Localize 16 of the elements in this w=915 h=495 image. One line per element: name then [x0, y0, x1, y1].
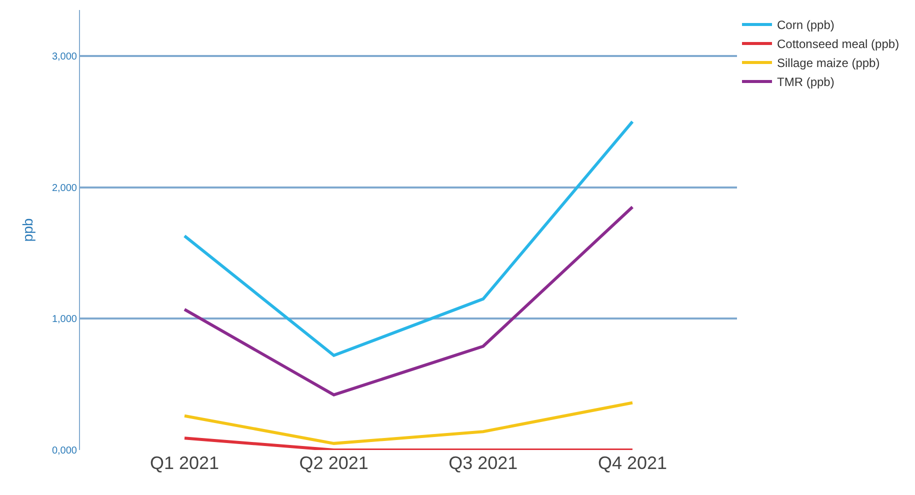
y-axis-title: ppb — [20, 218, 36, 242]
x-tick-label: Q1 2021 — [150, 453, 220, 473]
y-tick-label: 3,000 — [52, 51, 78, 62]
y-tick-label: 0,000 — [52, 446, 78, 456]
x-tick-label: Q4 2021 — [598, 453, 668, 473]
line-series — [183, 120, 634, 357]
legend-label: Sillage maize (ppb) — [777, 56, 880, 70]
legend-label: TMR (ppb) — [777, 75, 834, 90]
y-tick-label: 1,000 — [52, 314, 78, 326]
line-series — [183, 401, 634, 445]
x-tick-label: Q2 2021 — [299, 453, 368, 473]
line-series — [183, 206, 634, 396]
y-tick-label: 2,000 — [52, 182, 78, 194]
x-tick-label: Q3 2021 — [448, 453, 518, 473]
legend-label: Corn (ppb) — [777, 18, 834, 32]
legend-label: Cottonseed meal (ppb) — [777, 37, 900, 52]
